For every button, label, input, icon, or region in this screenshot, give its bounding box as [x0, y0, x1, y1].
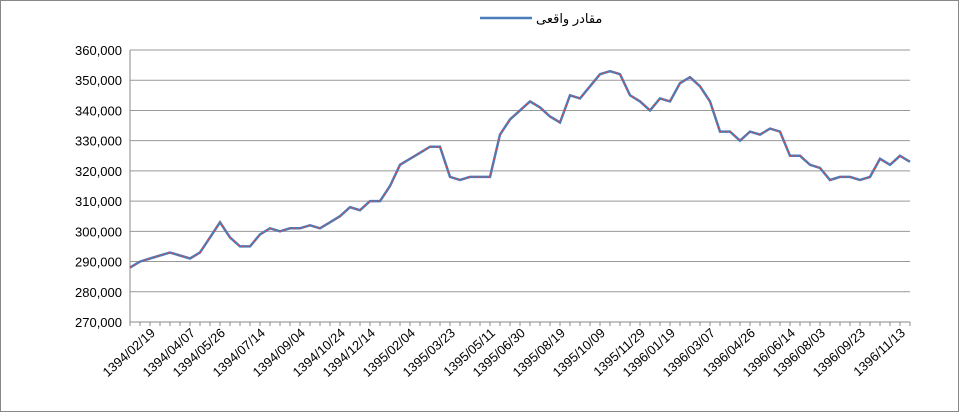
y-tick-label: 280,000 — [75, 285, 122, 300]
legend-label: مقادر واقعی — [536, 11, 602, 27]
y-tick-label: 270,000 — [75, 315, 122, 330]
chart: 270,000 280,000 290,000 300,000 310,000 320,0… — [0, 0, 960, 412]
y-tick-label: 350,000 — [75, 73, 122, 88]
y-tick-label: 360,000 — [75, 43, 122, 58]
y-tick-label: 320,000 — [75, 164, 122, 179]
y-tick-label: 340,000 — [75, 103, 122, 118]
y-tick-label: 310,000 — [75, 194, 122, 209]
page: {"chart_data": {"type": "line", "categor… — [0, 0, 960, 412]
y-tick-label: 290,000 — [75, 255, 122, 270]
y-tick-label: 330,000 — [75, 134, 122, 149]
y-tick-label: 300,000 — [75, 224, 122, 239]
